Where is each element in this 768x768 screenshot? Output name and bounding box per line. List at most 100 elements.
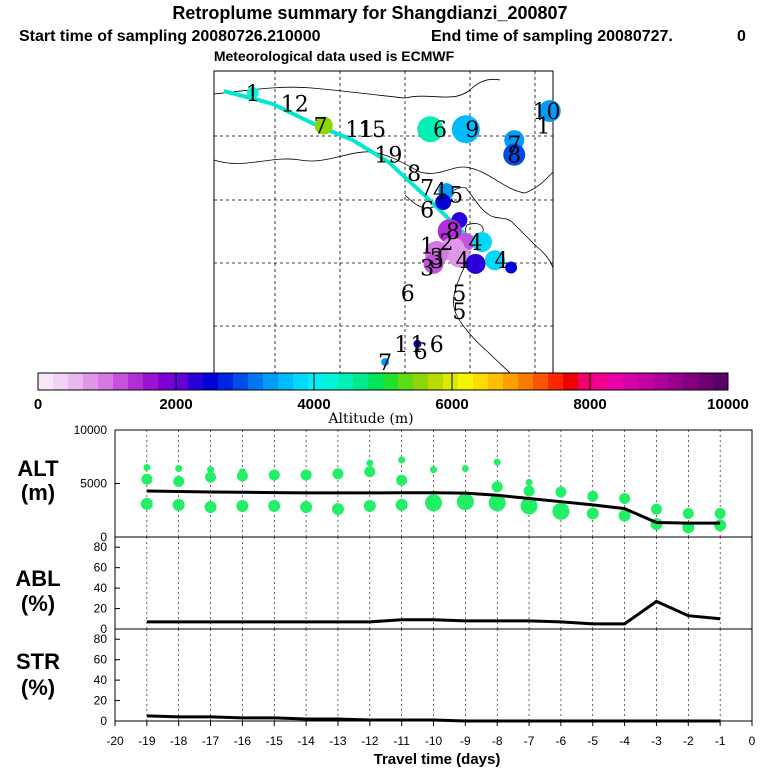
- colorbar-title: Altitude (m): [327, 411, 413, 427]
- alt-point: [300, 469, 312, 481]
- map-time-label: 5: [452, 300, 466, 325]
- alt-point: [204, 501, 217, 514]
- map-time-label: 6: [414, 340, 428, 365]
- panel-unit: (%): [21, 675, 55, 700]
- panel-unit: (%): [21, 591, 55, 616]
- y-tick-label: 0: [100, 530, 107, 544]
- alt-point: [268, 469, 280, 481]
- colorbar-segment: [158, 373, 174, 390]
- map-plume-markers: [246, 86, 561, 367]
- x-tick-label: -12: [361, 734, 379, 748]
- colorbar-segment: [503, 373, 519, 390]
- colorbar-segment: [593, 373, 609, 390]
- x-tick-label: -2: [683, 734, 694, 748]
- colorbar-segment: [563, 373, 579, 390]
- map-time-label: 1: [246, 82, 260, 107]
- panel-unit: (m): [21, 480, 55, 505]
- alt-point: [205, 471, 217, 483]
- y-tick-label: 40: [94, 581, 108, 595]
- x-tick-label: -5: [587, 734, 598, 748]
- map-time-label: 7: [314, 115, 328, 140]
- panel-str: 0 20 40 60 80 STR(%): [16, 628, 753, 728]
- map-time-label: 8: [407, 162, 421, 187]
- map-time-label: 8: [446, 220, 460, 245]
- y-tick-label: 0: [100, 622, 107, 636]
- y-tick-label: 80: [94, 540, 108, 554]
- series-line: [146, 489, 721, 525]
- map-time-label: 9: [465, 118, 479, 143]
- map-time-label: 3: [420, 256, 434, 281]
- alt-point: [714, 507, 726, 519]
- colorbar-segment: [428, 373, 444, 390]
- colorbar-segment: [38, 373, 54, 390]
- colorbar-segment: [233, 373, 249, 390]
- map-time-label: 6: [430, 333, 444, 358]
- colorbar-segment: [293, 373, 309, 390]
- alt-point: [650, 503, 662, 515]
- colorbar-segment: [413, 373, 429, 390]
- x-tick-label: -19: [138, 734, 156, 748]
- alt-point: [140, 497, 153, 510]
- colorbar-segment: [83, 373, 99, 390]
- series-line: [146, 599, 721, 626]
- map-time-label: 7: [378, 351, 392, 376]
- map-time-label: 12: [281, 93, 309, 118]
- panel-label: ABL: [15, 566, 60, 591]
- x-tick-label: -6: [556, 734, 567, 748]
- map-plume-marker: [471, 232, 492, 253]
- x-tick-label: 0: [749, 734, 756, 748]
- end-time-hour: 0: [737, 28, 746, 45]
- colorbar-segment: [368, 373, 384, 390]
- alt-point: [430, 466, 437, 474]
- colorbar-segment: [683, 373, 699, 390]
- x-tick-label: -16: [234, 734, 252, 748]
- panel-label: STR: [16, 649, 60, 674]
- colorbar-segment: [533, 373, 549, 390]
- map-time-label: 3: [430, 246, 444, 271]
- colorbar-segment: [398, 373, 414, 390]
- y-tick-label: 20: [94, 602, 108, 616]
- panel-abl: 0 20 40 60 80 ABL(%): [15, 536, 753, 636]
- x-tick-label: -17: [202, 734, 220, 748]
- x-tick-label: -7: [524, 734, 535, 748]
- alt-point: [143, 463, 151, 471]
- alt-point: [395, 498, 408, 511]
- map-plume-marker: [465, 253, 486, 274]
- alt-point: [363, 499, 376, 512]
- alt-point: [207, 466, 215, 474]
- y-tick-label: 10000: [74, 423, 108, 437]
- map-time-label: 6: [401, 282, 415, 307]
- map-time-label: 5: [449, 184, 463, 209]
- alt-point: [552, 502, 570, 520]
- colorbar-segment: [128, 373, 144, 390]
- colorbar-tick-label: 6000: [435, 396, 468, 413]
- colorbar-segment: [608, 373, 624, 390]
- x-tick-label: -11: [393, 734, 410, 748]
- map-plume-marker: [538, 100, 561, 123]
- map-plume-marker: [451, 115, 480, 144]
- map-plume-marker: [448, 245, 471, 268]
- colorbar-segment: [98, 373, 114, 390]
- alt-point: [586, 507, 599, 520]
- x-tick-label: -18: [170, 734, 188, 748]
- colorbar-segment: [308, 373, 324, 390]
- colorbar-segment: [113, 373, 129, 390]
- colorbar-tick-label: 0: [34, 396, 42, 413]
- alt-point: [300, 501, 313, 514]
- colorbar-segment: [443, 373, 459, 390]
- colorbar-segment: [338, 373, 354, 390]
- colorbar-segment: [53, 373, 69, 390]
- map-plume-marker: [423, 253, 444, 274]
- colorbar-segment: [278, 373, 294, 390]
- x-tick-label: -15: [266, 734, 284, 748]
- alt-point: [555, 486, 567, 498]
- alt-point: [331, 503, 344, 516]
- alt-point: [364, 466, 376, 478]
- x-tick-label: -8: [492, 734, 503, 748]
- colorbar-tick-label: 2000: [159, 396, 192, 413]
- alt-point: [236, 499, 249, 512]
- map-time-label: 1: [536, 115, 550, 140]
- map-time-label: 7: [420, 176, 434, 201]
- colorbar-segment: [353, 373, 369, 390]
